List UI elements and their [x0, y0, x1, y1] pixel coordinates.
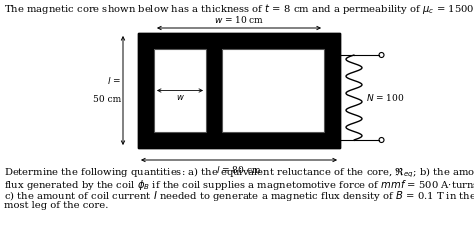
Text: flux generated by the coil $\phi_B$ if the coil supplies a magnetomotive force o: flux generated by the coil $\phi_B$ if t…: [4, 177, 474, 191]
Bar: [138, 33, 340, 148]
Text: most leg of the core.: most leg of the core.: [4, 201, 109, 210]
Text: The magnetic core shown below has a thickness of $t$ = 8 cm and a permeability o: The magnetic core shown below has a thic…: [4, 2, 474, 16]
Bar: [222, 49, 324, 132]
Text: 50 cm: 50 cm: [93, 94, 121, 104]
Text: $w$: $w$: [210, 93, 219, 102]
Bar: [138, 33, 340, 148]
Text: $w$: $w$: [175, 93, 184, 102]
Text: $w$: $w$: [306, 134, 314, 143]
Bar: [222, 49, 324, 132]
Bar: [154, 49, 206, 132]
Text: Determine the following quantities: a) the equivalent reluctance of the core, $\: Determine the following quantities: a) t…: [4, 166, 474, 180]
Text: c) the amount of coil current $I$ needed to generate a magnetic flux density of : c) the amount of coil current $I$ needed…: [4, 189, 474, 203]
Bar: [154, 49, 206, 132]
Text: $w$: $w$: [175, 134, 184, 143]
Text: $w$ = 10 cm: $w$ = 10 cm: [214, 14, 264, 25]
Text: $l$ = 80 cm: $l$ = 80 cm: [216, 164, 262, 175]
Text: $l$ =: $l$ =: [107, 76, 121, 87]
Text: $N$ = 100: $N$ = 100: [366, 92, 405, 103]
